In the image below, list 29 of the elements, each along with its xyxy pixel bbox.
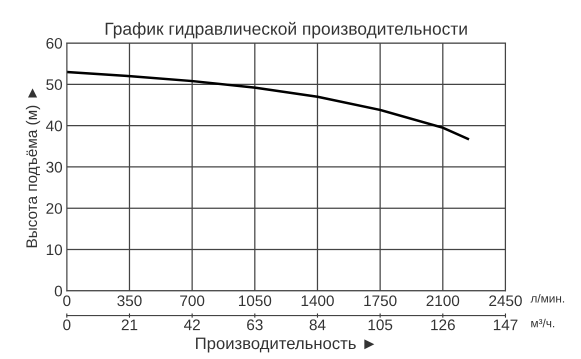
x2-tick-label: 147 xyxy=(494,320,518,330)
y-tick-label: 30 xyxy=(46,162,62,173)
y-tick-label: 60 xyxy=(46,38,62,49)
x2-tick-label: 126 xyxy=(431,319,455,330)
x-tick-label: 1400 xyxy=(302,295,334,306)
x-tick-label: 1050 xyxy=(238,295,272,306)
chart-title: График гидравлической производительности xyxy=(106,22,467,38)
x2-tick-label: 0 xyxy=(63,319,70,330)
x2-tick-label: 84 xyxy=(310,319,326,330)
x2-tick-label: 105 xyxy=(368,319,392,330)
x-tick-label: 700 xyxy=(180,295,204,306)
x2-tick-label: 42 xyxy=(184,319,200,330)
line-series xyxy=(66,70,470,140)
x-tick-label: 350 xyxy=(117,295,142,306)
y-axis-title: Высота подъёма (м) ► xyxy=(26,88,40,248)
x-tick-label: 2450 xyxy=(489,295,522,306)
x2-tick-label: 21 xyxy=(122,319,138,330)
y-tick-label: 50 xyxy=(46,79,62,90)
text: м³/ч. xyxy=(531,318,554,328)
y-tick-label: 10 xyxy=(46,244,62,256)
x-axis-title: Производительность ► xyxy=(196,338,374,353)
x2-tick-label: 63 xyxy=(247,319,263,330)
text: л/мин. xyxy=(530,294,564,303)
x-tick-label: 0 xyxy=(63,295,70,306)
y-tick-label: 40 xyxy=(46,120,62,132)
y-tick-label: 0 xyxy=(54,286,62,296)
x-tick-label: 2100 xyxy=(426,295,460,306)
x-tick-label: 1750 xyxy=(364,295,397,306)
y-tick-label: 20 xyxy=(46,203,62,214)
